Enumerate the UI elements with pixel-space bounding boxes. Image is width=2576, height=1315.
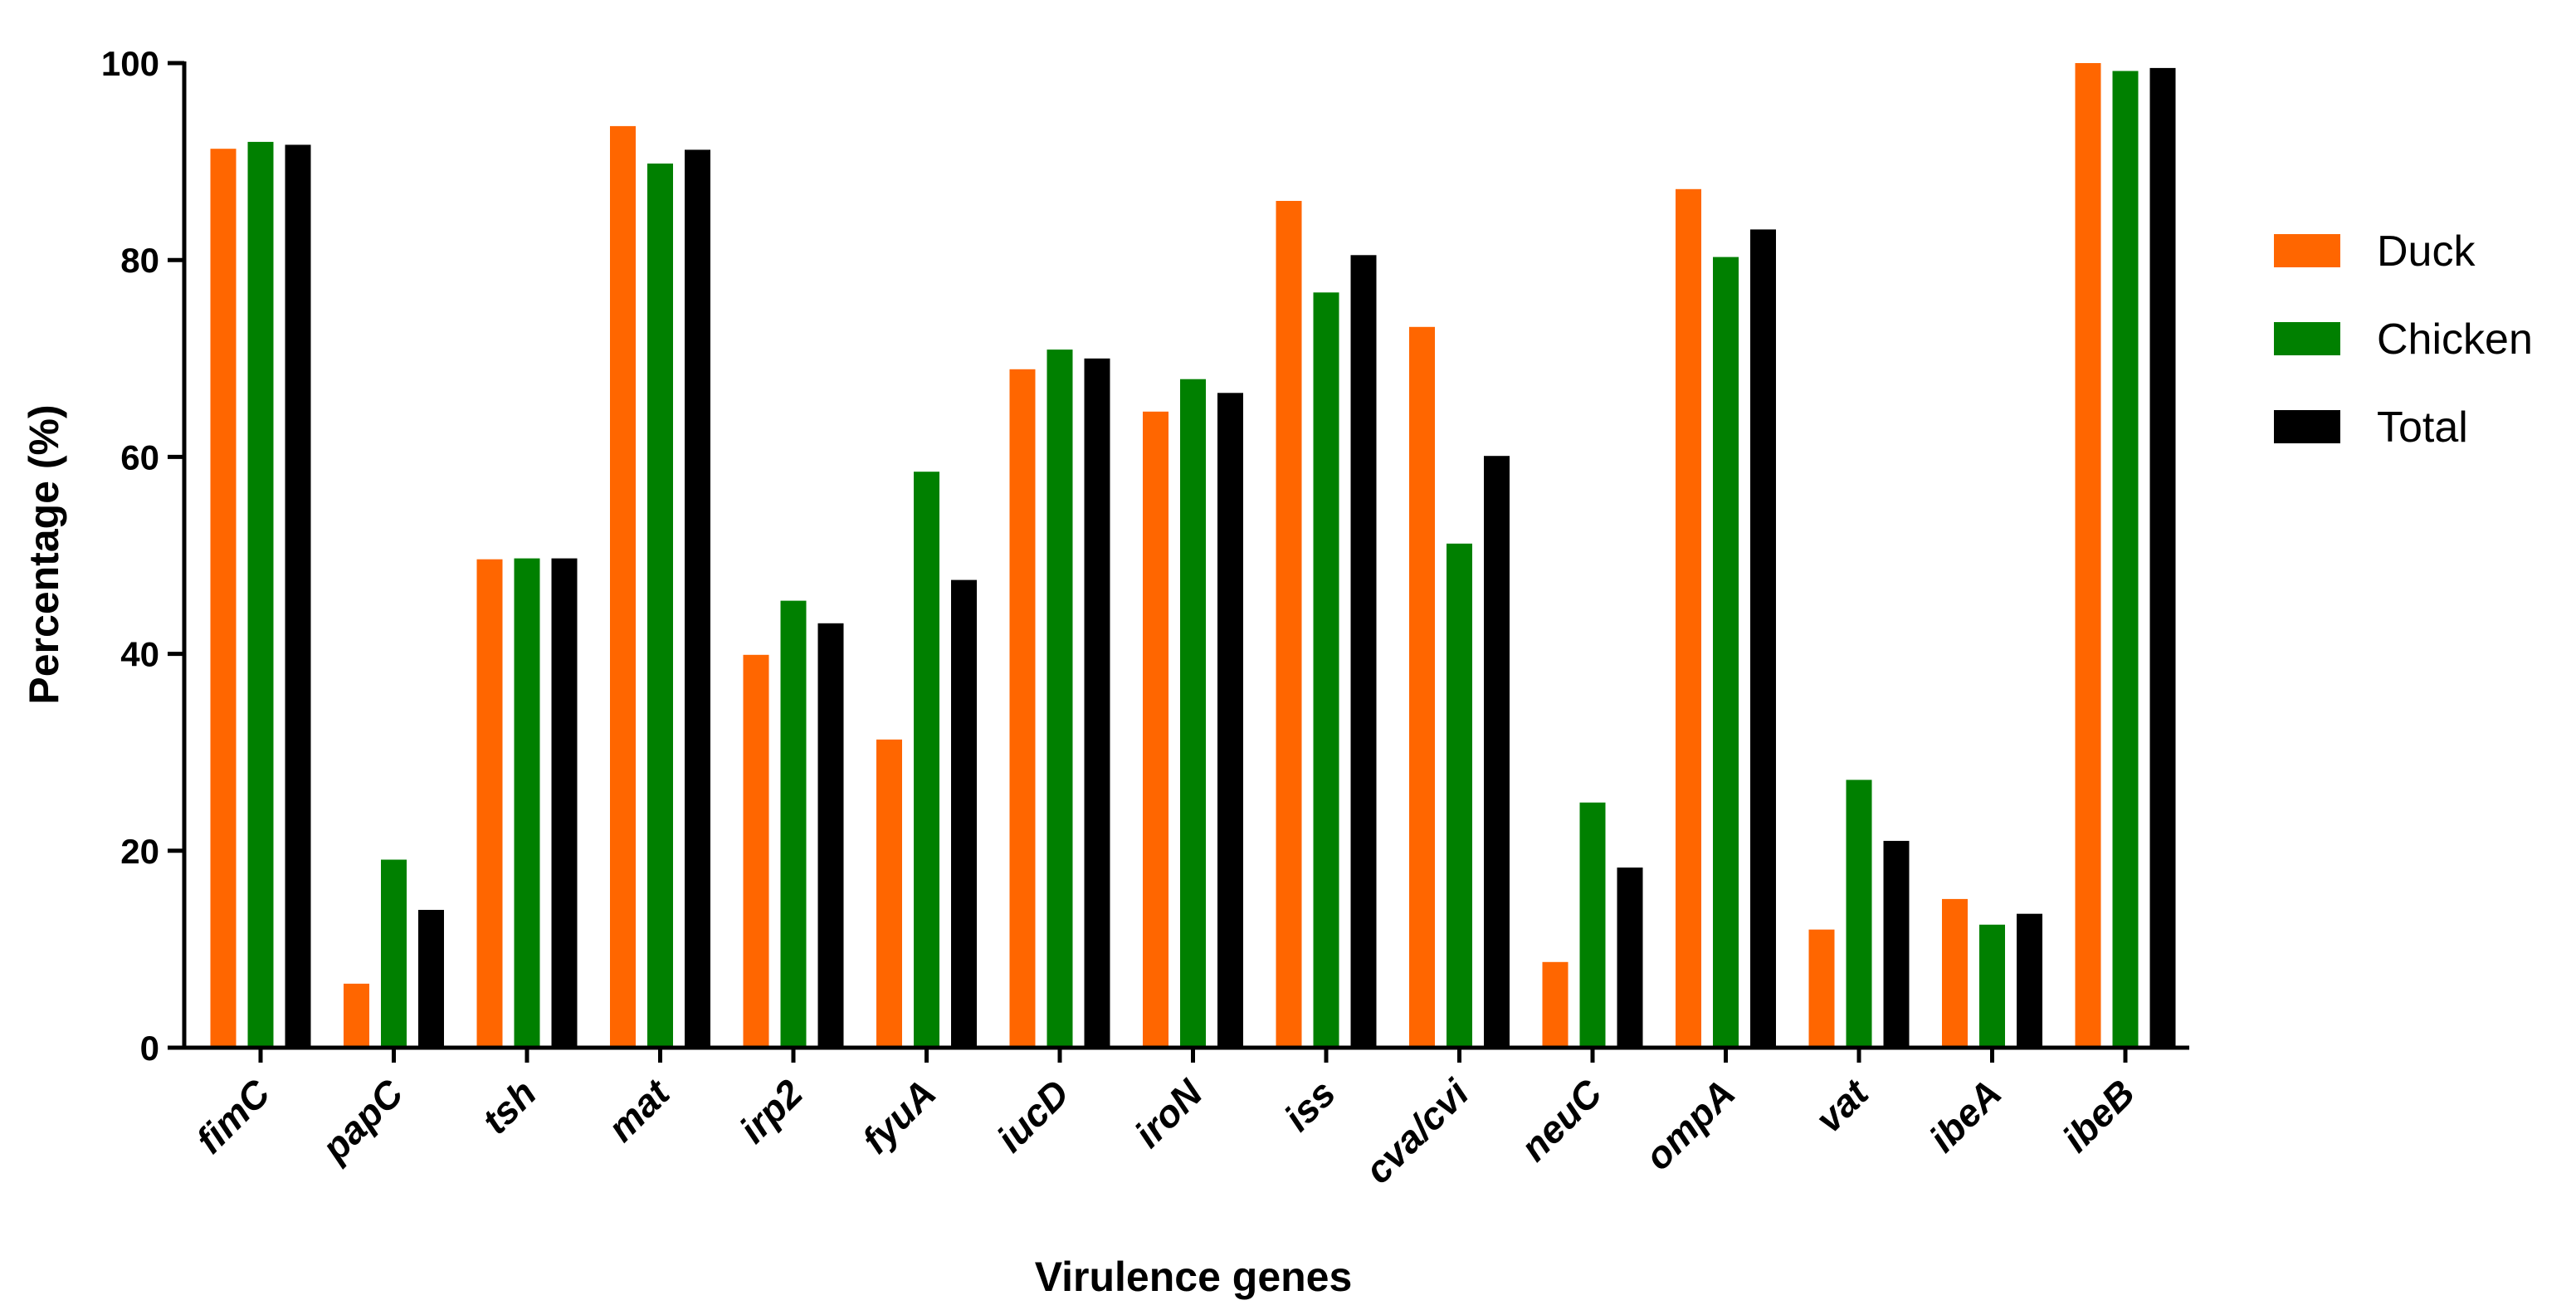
bar-total-ibeA: [2017, 913, 2042, 1048]
y-tick-label-0: 0: [140, 1029, 159, 1068]
y-tick-label-60: 60: [120, 438, 159, 477]
bar-duck-ibeA: [1942, 898, 1968, 1048]
x-tick-label-mat: mat: [599, 1070, 679, 1150]
y-tick-label-20: 20: [120, 832, 159, 871]
bar-duck-ompA: [1676, 188, 1701, 1048]
y-tick-label-40: 40: [120, 635, 159, 674]
x-tick-label-irp2: irp2: [731, 1071, 812, 1151]
bar-chicken-mat: [647, 164, 673, 1048]
x-tick-label-tsh: tsh: [474, 1071, 545, 1142]
bar-chicken-fimC: [247, 141, 274, 1048]
bar-total-ompA: [1750, 229, 1776, 1048]
bar-total-iroN: [1217, 393, 1243, 1048]
bar-duck-fyuA: [876, 739, 902, 1048]
legend: Duck Chicken Total: [2274, 227, 2533, 452]
bar-duck-mat: [610, 125, 636, 1048]
bar-duck-vat: [1808, 929, 1835, 1048]
legend-swatch-duck: [2274, 234, 2340, 267]
bar-duck-iroN: [1143, 411, 1168, 1048]
axes-layer: [182, 61, 2189, 1050]
bar-total-mat: [685, 149, 710, 1048]
legend-label-chicken: Chicken: [2377, 315, 2533, 364]
bar-total-fyuA: [951, 579, 977, 1048]
x-axis-title: Virulence genes: [1035, 1254, 1353, 1300]
x-tick-label-iss: iss: [1276, 1071, 1344, 1139]
x-tick-label-fimC: fimC: [188, 1071, 279, 1162]
bar-chicken-iss: [1313, 292, 1339, 1048]
bar-total-irp2: [817, 623, 844, 1048]
bar-chicken-tsh: [514, 558, 540, 1048]
y-tick-label-100: 100: [101, 44, 159, 83]
y-axis-title: Percentage (%): [21, 404, 67, 704]
y-ticks-layer: 0 20 40 60 80 100: [101, 44, 184, 1068]
x-tick-label-vat: vat: [1807, 1070, 1877, 1141]
bar-duck-cva-cvi: [1409, 326, 1435, 1048]
legend-swatch-total: [2274, 410, 2340, 443]
bar-duck-irp2: [743, 654, 769, 1048]
bar-chicken-fyuA: [914, 472, 939, 1048]
x-tick-label-iroN: iroN: [1126, 1071, 1211, 1156]
x-ticks-layer: fimC papC tsh mat irp2 fyuA iucD iroN iss cva/cvi…: [188, 1048, 2143, 1192]
x-tick-label-ibeB: ibeB: [2054, 1071, 2143, 1160]
bar-chicken-ibeA: [1979, 924, 2005, 1049]
x-tick-label-neuC: neuC: [1512, 1071, 1611, 1170]
bar-duck-neuC: [1542, 961, 1569, 1048]
bar-chicken-iucD: [1046, 350, 1073, 1049]
legend-label-total: Total: [2377, 403, 2468, 452]
bar-total-iss: [1350, 255, 1377, 1048]
y-tick-label-80: 80: [120, 241, 159, 280]
bar-chicken-iroN: [1180, 379, 1206, 1048]
x-tick-label-iucD: iucD: [988, 1071, 1077, 1160]
bars-layer: [210, 63, 2176, 1049]
bar-total-fimC: [285, 144, 311, 1048]
x-tick-label-cva-cvi: cva/cvi: [1356, 1070, 1477, 1191]
bar-total-ibeB: [2149, 67, 2176, 1048]
bar-chicken-papC: [381, 859, 407, 1048]
bar-duck-papC: [344, 983, 369, 1048]
bar-total-papC: [418, 910, 444, 1048]
bar-duck-iucD: [1009, 369, 1036, 1048]
bar-chicken-ompA: [1713, 257, 1739, 1049]
bar-duck-fimC: [210, 149, 237, 1049]
bar-total-neuC: [1617, 868, 1643, 1048]
x-tick-label-fyuA: fyuA: [854, 1071, 944, 1161]
bar-duck-iss: [1276, 201, 1302, 1048]
x-tick-label-ibeA: ibeA: [1920, 1071, 2009, 1160]
bar-chicken-irp2: [780, 600, 807, 1048]
bar-total-cva-cvi: [1484, 456, 1510, 1048]
bar-total-vat: [1883, 840, 1910, 1048]
bar-chicken-cva-cvi: [1447, 543, 1472, 1048]
bar-duck-ibeB: [2075, 63, 2101, 1048]
legend-swatch-chicken: [2274, 322, 2340, 355]
bar-chicken-vat: [1846, 780, 1872, 1048]
bar-duck-tsh: [476, 559, 503, 1048]
bar-total-iucD: [1084, 358, 1110, 1048]
x-tick-label-papC: papC: [312, 1071, 412, 1171]
bar-chicken-ibeB: [2112, 71, 2139, 1048]
bar-total-tsh: [551, 558, 578, 1048]
bar-chicken-neuC: [1579, 802, 1606, 1048]
legend-label-duck: Duck: [2377, 227, 2476, 276]
x-tick-label-ompA: ompA: [1637, 1071, 1744, 1178]
